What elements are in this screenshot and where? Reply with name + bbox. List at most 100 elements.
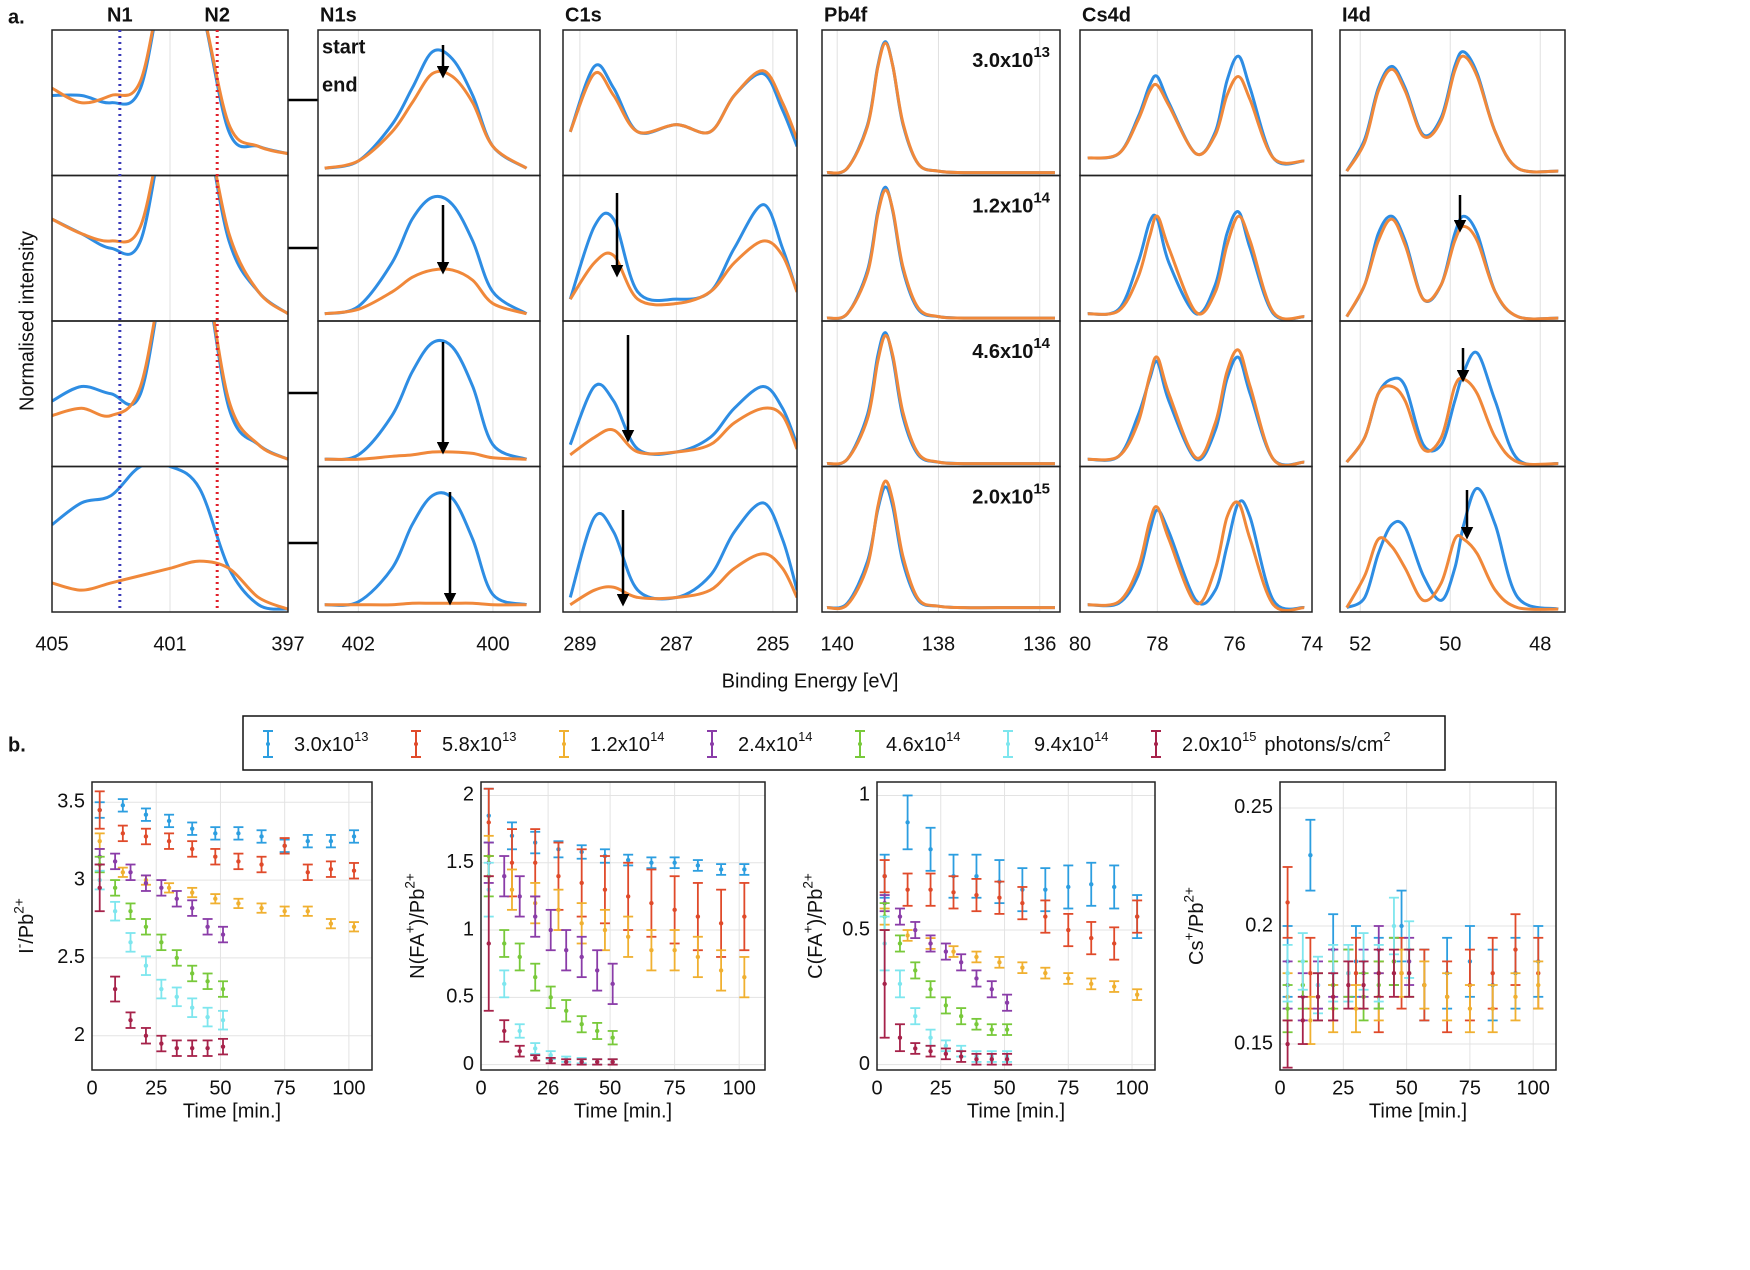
data-point bbox=[166, 885, 172, 891]
data-point bbox=[958, 960, 964, 965]
column-title: N1s bbox=[320, 4, 357, 26]
data-point bbox=[236, 859, 241, 864]
x-tick-label: 287 bbox=[660, 633, 693, 655]
y-tick-label: 2.5 bbox=[57, 946, 85, 968]
data-point bbox=[351, 868, 357, 873]
x-tick-label: 25 bbox=[1332, 1077, 1354, 1099]
x-tick-label: 50 bbox=[993, 1077, 1015, 1099]
column-title: Pb4f bbox=[824, 4, 868, 26]
spectrum-line bbox=[324, 450, 527, 461]
panel-frame bbox=[1079, 465, 1313, 613]
data-point bbox=[974, 976, 979, 981]
data-point bbox=[974, 954, 979, 960]
data-point bbox=[579, 1059, 584, 1065]
legend-label: 1.2x1014 bbox=[590, 729, 664, 756]
data-point bbox=[120, 870, 126, 875]
x-tick-label: 78 bbox=[1146, 633, 1168, 655]
data-point bbox=[143, 812, 149, 817]
x-axis-label: Time [min.] bbox=[967, 1100, 1065, 1122]
data-point bbox=[174, 896, 179, 901]
data-point bbox=[1490, 971, 1495, 976]
data-point bbox=[220, 1017, 226, 1023]
flux-annotation: 3.0x1013 bbox=[972, 44, 1050, 73]
data-point bbox=[958, 1013, 964, 1019]
data-point bbox=[502, 1028, 507, 1034]
data-point bbox=[564, 1059, 569, 1065]
spectrum-line bbox=[826, 479, 1055, 611]
column-title: I4d bbox=[1342, 4, 1371, 26]
x-tick-label: 50 bbox=[1395, 1077, 1417, 1099]
text-part: photons/s/cm bbox=[1264, 734, 1383, 756]
x-tick-label: 52 bbox=[1349, 633, 1371, 655]
data-point bbox=[213, 854, 218, 859]
data-point bbox=[143, 924, 149, 929]
data-point bbox=[928, 941, 933, 946]
data-point bbox=[649, 900, 654, 906]
x-tick-label: 400 bbox=[476, 633, 509, 655]
data-point bbox=[695, 954, 701, 960]
legend-icon bbox=[266, 742, 270, 746]
spectrum-line bbox=[1087, 499, 1305, 611]
superscript: 15 bbox=[1242, 729, 1256, 744]
text-part: 4.6x10 bbox=[972, 341, 1033, 363]
spectrum-line bbox=[1345, 54, 1559, 174]
data-point bbox=[159, 986, 164, 992]
data-point bbox=[128, 870, 133, 875]
spectrum-line bbox=[1345, 376, 1559, 466]
panel-frame bbox=[562, 465, 798, 613]
data-point bbox=[897, 1035, 903, 1040]
legend-icon bbox=[1154, 742, 1158, 746]
data-point bbox=[305, 909, 310, 914]
x-tick-label: 401 bbox=[153, 633, 186, 655]
spectrum-line bbox=[568, 203, 797, 303]
text-part: /Pb bbox=[16, 914, 38, 944]
x-tick-label: 0 bbox=[1274, 1077, 1285, 1099]
data-point bbox=[594, 1059, 600, 1065]
data-point bbox=[189, 846, 195, 852]
x-axis-label: Time [min.] bbox=[183, 1100, 281, 1122]
superscript: 13 bbox=[354, 729, 368, 744]
spectrum-line bbox=[826, 188, 1055, 320]
data-point bbox=[989, 987, 994, 992]
spectrum-line bbox=[52, 30, 288, 156]
y-tick-label: 2 bbox=[74, 1024, 85, 1046]
data-point bbox=[1004, 1027, 1010, 1032]
data-point bbox=[128, 909, 133, 914]
y-tick-label: 0.25 bbox=[1234, 796, 1273, 818]
x-tick-label: 75 bbox=[1459, 1077, 1481, 1099]
data-point bbox=[1043, 914, 1048, 919]
data-point bbox=[174, 1046, 179, 1051]
data-point bbox=[905, 933, 910, 938]
data-point bbox=[1066, 976, 1071, 981]
data-point bbox=[1285, 900, 1290, 905]
data-point bbox=[610, 1035, 615, 1040]
spectrum-line bbox=[52, 175, 288, 315]
data-point bbox=[579, 954, 584, 960]
data-point bbox=[1308, 971, 1313, 976]
data-point bbox=[174, 994, 179, 1000]
data-point bbox=[112, 859, 118, 864]
data-point bbox=[533, 914, 538, 919]
y-tick-label: 3.5 bbox=[57, 791, 85, 813]
legend-icon bbox=[1006, 742, 1010, 746]
data-point bbox=[220, 932, 226, 937]
y-tick-label: 0 bbox=[463, 1053, 474, 1075]
data-point bbox=[220, 1044, 226, 1049]
data-point bbox=[625, 894, 631, 899]
x-tick-label: 100 bbox=[722, 1077, 755, 1099]
text-part: )/Pb bbox=[805, 889, 827, 926]
data-point bbox=[882, 874, 887, 879]
data-point bbox=[112, 986, 118, 992]
flux-annotation: 2.0x1015 bbox=[972, 480, 1050, 509]
text-part: )/Pb bbox=[407, 889, 429, 926]
data-point bbox=[1111, 984, 1117, 989]
superscript: 14 bbox=[650, 729, 664, 744]
data-point bbox=[166, 838, 172, 844]
data-point bbox=[548, 1052, 553, 1058]
spectrum-line bbox=[1087, 214, 1305, 321]
spectrum-line bbox=[324, 267, 527, 316]
data-point bbox=[905, 820, 910, 825]
data-point bbox=[1490, 1006, 1495, 1011]
data-point bbox=[1089, 981, 1094, 987]
plot-frame bbox=[1279, 781, 1557, 1071]
